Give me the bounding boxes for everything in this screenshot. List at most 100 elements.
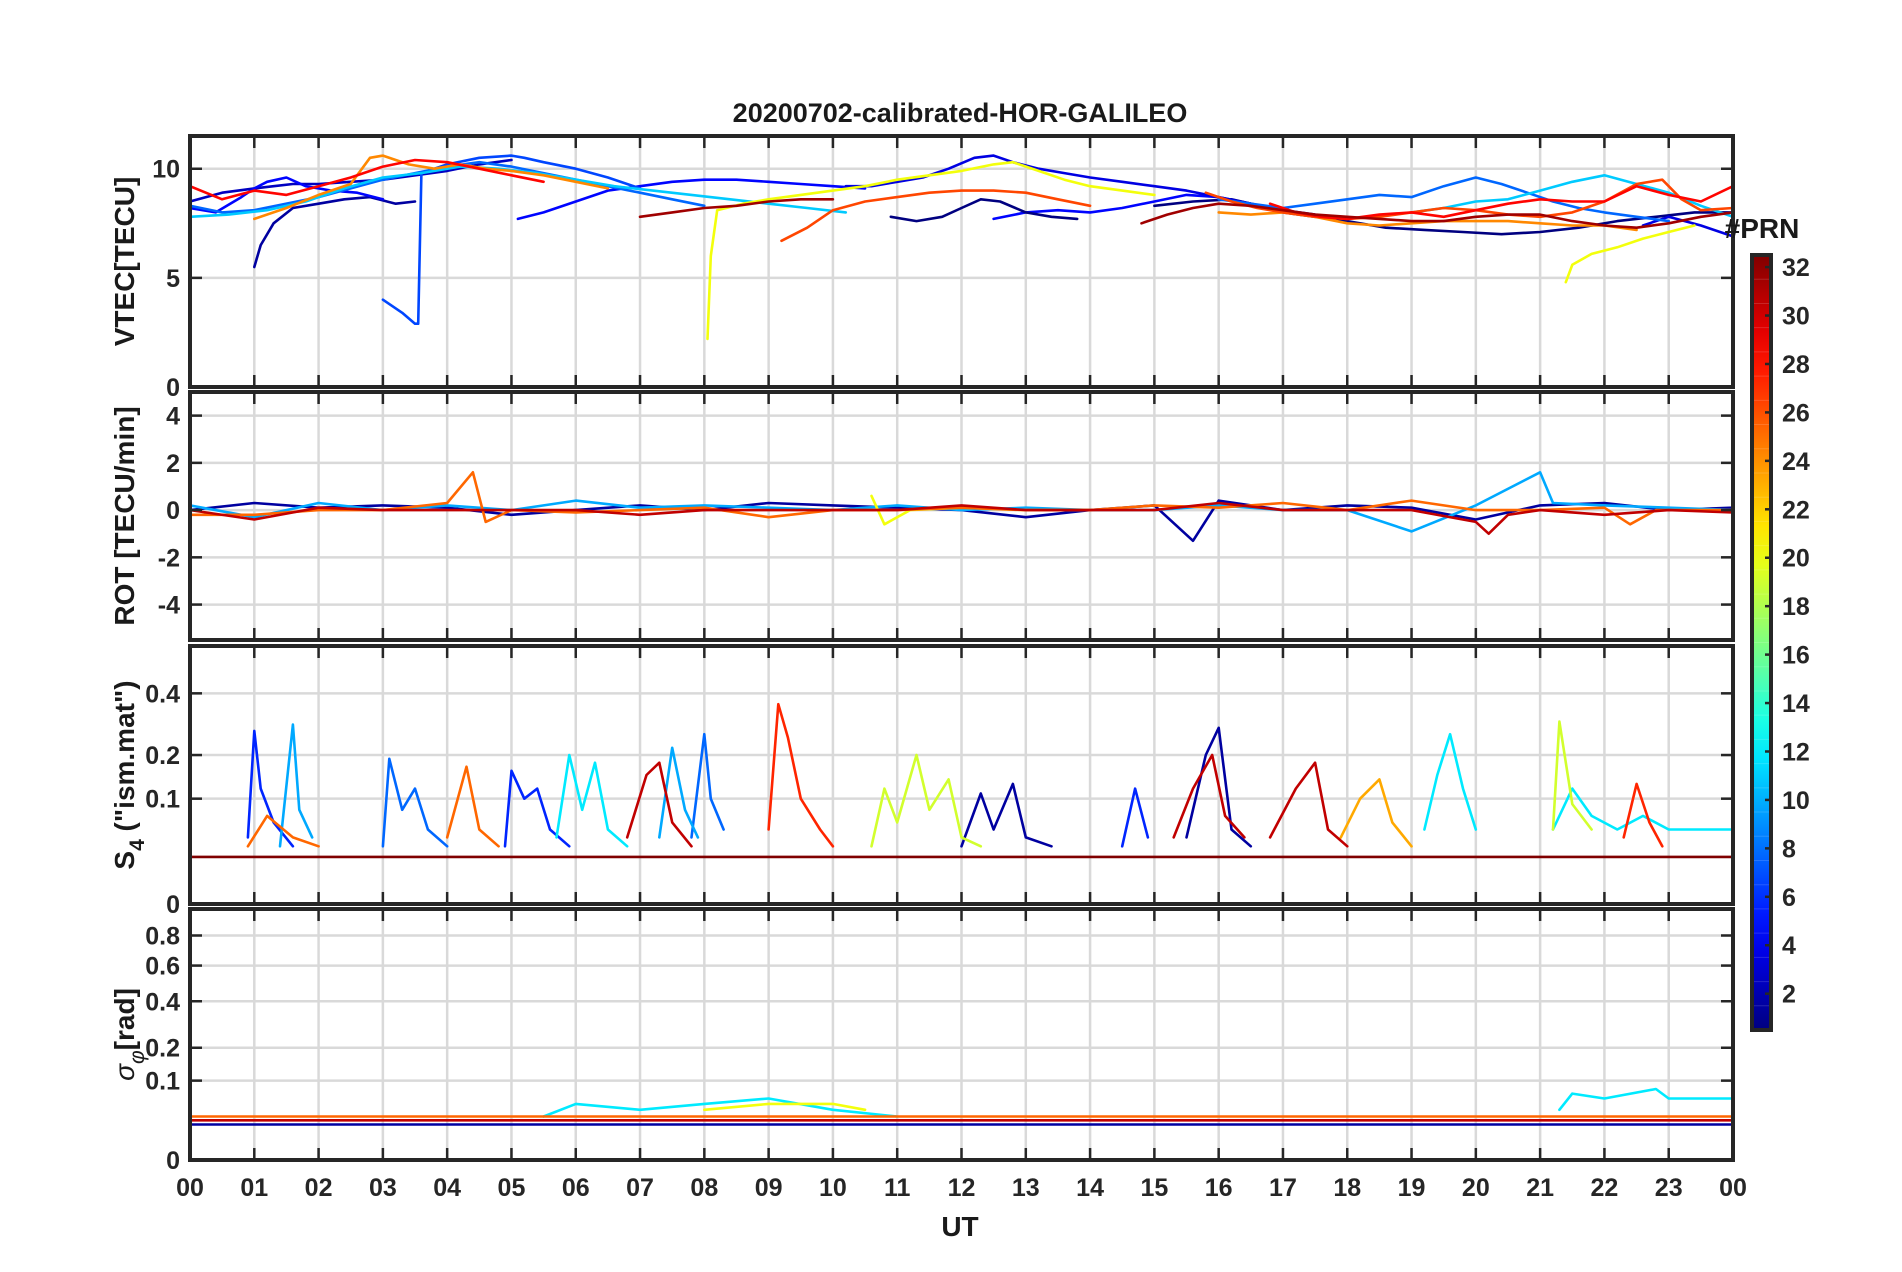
ytick-label-vtec-1: 5 bbox=[166, 265, 180, 293]
series-vtec-prn8-seg1 bbox=[1217, 176, 1670, 223]
ytick-label-s4-2: 0.2 bbox=[145, 742, 180, 770]
series-s4-prn30-seg2 bbox=[1268, 761, 1349, 848]
xtick-label-7: 07 bbox=[626, 1174, 654, 1202]
panel-rot-ticks bbox=[188, 392, 1735, 640]
colorbar-tick-label-15: 32 bbox=[1782, 254, 1810, 282]
xtick-label-18: 18 bbox=[1333, 1174, 1361, 1202]
colorbar-tick-label-6: 14 bbox=[1782, 690, 1810, 718]
colorbar-tick-label-13: 28 bbox=[1782, 351, 1810, 379]
panel-vtec-data bbox=[190, 154, 1733, 341]
y-axis-label-vtec: VTEC[TECU] bbox=[109, 177, 140, 347]
series-sigma-prn12-seg1 bbox=[1558, 1087, 1733, 1112]
series-sigma-prn20-seg0 bbox=[702, 1102, 867, 1112]
ytick-label-sigma-1: 0.1 bbox=[145, 1068, 180, 1096]
x-axis: 00 01 02 03 04 05 06 07 08 09 10 11 12 13 14 15 16 17 18 19… bbox=[176, 1174, 1747, 1202]
series-vtec-prn5-seg0 bbox=[190, 176, 385, 214]
xtick-label-5: 05 bbox=[498, 1174, 526, 1202]
series-s4-prn30-seg1 bbox=[1172, 753, 1246, 839]
panel-rot-data bbox=[190, 470, 1733, 543]
xtick-label-12: 12 bbox=[948, 1174, 976, 1202]
ytick-label-sigma-2: 0.2 bbox=[145, 1035, 180, 1063]
series-s4-prn6-seg2 bbox=[1120, 787, 1150, 848]
series-s4-prn25-seg0 bbox=[246, 814, 320, 848]
series-sigma-prn12-seg0 bbox=[542, 1097, 899, 1118]
xtick-label-1: 01 bbox=[240, 1174, 268, 1202]
xtick-label-9: 09 bbox=[755, 1174, 783, 1202]
series-vtec-prn2-seg0 bbox=[253, 195, 417, 269]
ytick-label-vtec-0: 0 bbox=[166, 374, 180, 402]
series-vtec-prn28-seg0 bbox=[190, 158, 545, 201]
panel-sigma: 0 0.1 0.2 0.4 0.6 0.8 σφ[rad] bbox=[109, 907, 1735, 1175]
series-vtec-prn5-seg1 bbox=[516, 178, 867, 221]
chart-title: 20200702-calibrated-HOR-GALILEO bbox=[733, 98, 1188, 128]
colorbar-tick-label-3: 8 bbox=[1782, 835, 1796, 863]
series-s4-prn2-seg0 bbox=[960, 782, 1053, 848]
colorbar-tick-label-12: 26 bbox=[1782, 399, 1810, 427]
series-s4-prn6-seg0 bbox=[246, 729, 295, 848]
series-vtec-prn7-seg0 bbox=[381, 154, 642, 326]
y-axis-label-s4: S4 ("ism.mat") bbox=[109, 680, 149, 869]
ytick-label-s4-3: 0.4 bbox=[145, 680, 180, 708]
colorbar-tick-label-4: 10 bbox=[1782, 787, 1810, 815]
panel-rot: -4 -2 0 2 4 ROT [TECU/min] bbox=[109, 390, 1735, 642]
ytick-label-sigma-4: 0.6 bbox=[145, 953, 180, 981]
series-s4-prn23-seg0 bbox=[1339, 778, 1413, 848]
panel-vtec-ticks bbox=[188, 136, 1735, 389]
xtick-label-3: 03 bbox=[369, 1174, 397, 1202]
panel-s4-ticks bbox=[188, 646, 1735, 906]
ytick-label-rot-0: -4 bbox=[158, 592, 180, 620]
xtick-label-15: 15 bbox=[1140, 1174, 1168, 1202]
xtick-label-24: 00 bbox=[1719, 1174, 1747, 1202]
series-s4-prn10-seg0 bbox=[278, 723, 314, 848]
ytick-label-rot-2: 0 bbox=[166, 497, 180, 525]
xtick-label-2: 02 bbox=[305, 1174, 333, 1202]
colorbar-tick-label-14: 30 bbox=[1782, 303, 1810, 331]
colorbar-tick-label-1: 4 bbox=[1782, 932, 1796, 960]
colorbar-tick-label-9: 20 bbox=[1782, 545, 1810, 573]
series-vtec-prn31-seg0 bbox=[638, 198, 835, 219]
colorbar-tick-label-0: 2 bbox=[1782, 981, 1796, 1009]
xtick-label-14: 14 bbox=[1076, 1174, 1104, 1202]
y-axis-label-sigma: σφ[rad] bbox=[109, 988, 149, 1081]
xtick-label-10: 10 bbox=[819, 1174, 847, 1202]
xtick-label-23: 23 bbox=[1655, 1174, 1683, 1202]
series-vtec-prn24-seg0 bbox=[253, 154, 610, 221]
series-s4-prn12-seg1 bbox=[1423, 732, 1478, 831]
series-vtec-prn26-seg0 bbox=[780, 189, 1092, 243]
ytick-label-rot-4: 4 bbox=[166, 403, 180, 431]
ytick-label-s4-1: 0.1 bbox=[145, 786, 180, 814]
xtick-label-17: 17 bbox=[1269, 1174, 1297, 1202]
colorbar-gradient bbox=[1752, 255, 1771, 1030]
series-vtec-prn28-seg1 bbox=[1268, 184, 1733, 221]
xtick-label-8: 08 bbox=[690, 1174, 718, 1202]
colorbar-tick-label-10: 22 bbox=[1782, 496, 1810, 524]
colorbar-frame bbox=[1750, 253, 1773, 1032]
panel-s4-data bbox=[190, 702, 1733, 859]
colorbar-tick-label-8: 18 bbox=[1782, 593, 1810, 621]
series-s4-prn12-seg2 bbox=[1551, 787, 1733, 831]
series-vtec-prn20-seg1 bbox=[1564, 224, 1696, 284]
panel-s4: 0 0.1 0.2 0.4S4 ("ism.mat") bbox=[109, 644, 1735, 919]
xtick-label-21: 21 bbox=[1526, 1174, 1554, 1202]
xtick-label-22: 22 bbox=[1591, 1174, 1619, 1202]
panel-sigma-data bbox=[190, 1087, 1733, 1126]
ytick-label-rot-1: -2 bbox=[158, 544, 180, 572]
series-s4-prn12-seg0 bbox=[555, 753, 629, 848]
xtick-label-6: 06 bbox=[562, 1174, 590, 1202]
panel-vtec: 0 5 10 VTEC[TECU] bbox=[109, 134, 1735, 402]
series-s4-prn2-seg1 bbox=[1185, 726, 1253, 848]
ytick-label-s4-0: 0 bbox=[166, 891, 180, 919]
colorbar-tick-label-11: 24 bbox=[1782, 448, 1810, 476]
ytick-label-sigma-5: 0.8 bbox=[145, 922, 180, 950]
series-rot-prn30-seg0 bbox=[190, 501, 1733, 536]
colorbar-tick-label-2: 6 bbox=[1782, 884, 1796, 912]
panel-sigma-ticks bbox=[188, 909, 1735, 1162]
series-s4-prn6-seg1 bbox=[503, 769, 571, 848]
series-s4-prn27-seg1 bbox=[1622, 782, 1664, 848]
xtick-label-19: 19 bbox=[1398, 1174, 1426, 1202]
xtick-label-4: 04 bbox=[433, 1174, 461, 1202]
colorbar-tick-label-5: 12 bbox=[1782, 738, 1810, 766]
